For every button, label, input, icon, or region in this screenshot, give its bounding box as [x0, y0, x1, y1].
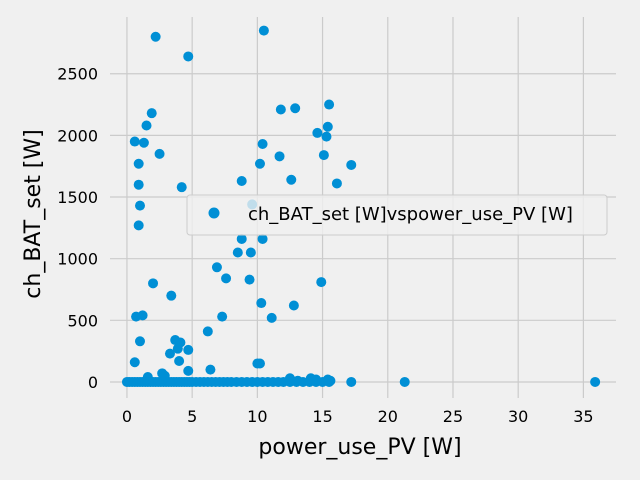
legend-box: [186, 194, 608, 236]
data-point: [133, 220, 144, 231]
data-point: [318, 150, 329, 161]
y-tick-label: 1500: [57, 188, 98, 207]
x-tick-label: 25: [443, 407, 463, 426]
data-point: [133, 158, 144, 169]
data-point: [202, 326, 213, 337]
data-point: [316, 277, 327, 288]
y-tick-labels: 0 500 1000 1500 2000 2500: [57, 65, 98, 392]
data-point: [274, 151, 285, 162]
x-axis-label: power_use_PV [W]: [258, 435, 461, 460]
data-point: [331, 178, 342, 189]
x-tick-labels: 0 5 10 15 20 25 30 35: [122, 407, 594, 426]
x-tick-label: 10: [247, 407, 267, 426]
data-point: [346, 159, 357, 170]
data-point: [183, 365, 194, 376]
x-tick-label: 30: [508, 407, 528, 426]
data-point: [146, 108, 157, 119]
data-point: [236, 175, 247, 186]
data-point: [134, 200, 145, 211]
data-point: [183, 344, 194, 355]
data-point: [137, 310, 148, 321]
x-tick-label: 15: [312, 407, 332, 426]
data-point: [211, 262, 222, 273]
data-point: [256, 298, 267, 309]
data-point: [141, 120, 152, 131]
data-point: [275, 104, 286, 115]
data-point: [288, 300, 299, 311]
data-point: [266, 312, 277, 323]
data-point: [244, 274, 255, 285]
data-point: [254, 158, 265, 169]
data-point: [312, 127, 323, 138]
data-point: [321, 131, 332, 142]
data-point: [166, 290, 177, 301]
y-axis-label: ch_BAT_set [W]: [21, 129, 46, 298]
data-point: [129, 357, 140, 368]
data-point: [164, 348, 175, 359]
data-point: [183, 51, 194, 62]
data-point: [134, 336, 145, 347]
data-point: [205, 364, 216, 375]
data-point: [133, 179, 144, 190]
y-tick-label: 2000: [57, 126, 98, 145]
data-point: [174, 356, 185, 367]
data-point: [590, 376, 601, 387]
data-point: [258, 25, 269, 36]
data-point: [252, 358, 263, 369]
data-point: [138, 137, 149, 148]
legend: ch_BAT_set [W]vspower_use_PV [W]: [186, 194, 608, 236]
x-tick-label: 35: [573, 407, 593, 426]
data-point: [245, 247, 256, 258]
data-points: [121, 25, 601, 387]
y-tick-label: 0: [88, 373, 98, 392]
data-point: [257, 233, 268, 244]
data-point: [172, 343, 183, 354]
legend-marker: [208, 207, 220, 219]
data-point: [148, 278, 159, 289]
data-point: [324, 99, 335, 110]
data-point: [290, 103, 301, 114]
x-tick-label: 0: [122, 407, 132, 426]
data-point: [150, 31, 161, 42]
data-point: [236, 233, 247, 244]
data-point: [232, 247, 243, 258]
data-point: [154, 148, 165, 159]
data-point: [286, 174, 297, 185]
data-point: [322, 121, 333, 132]
data-point: [129, 136, 140, 147]
legend-label: ch_BAT_set [W]vspower_use_PV [W]: [248, 204, 573, 225]
y-tick-label: 1000: [57, 250, 98, 269]
data-point: [176, 182, 187, 193]
data-point: [324, 376, 335, 387]
x-tick-label: 20: [378, 407, 398, 426]
data-point: [217, 311, 228, 322]
data-point: [221, 273, 232, 284]
y-tick-label: 2500: [57, 65, 98, 84]
data-point: [399, 376, 410, 387]
data-point: [346, 376, 357, 387]
y-tick-label: 500: [67, 311, 98, 330]
x-tick-label: 5: [187, 407, 197, 426]
data-point: [257, 139, 268, 149]
